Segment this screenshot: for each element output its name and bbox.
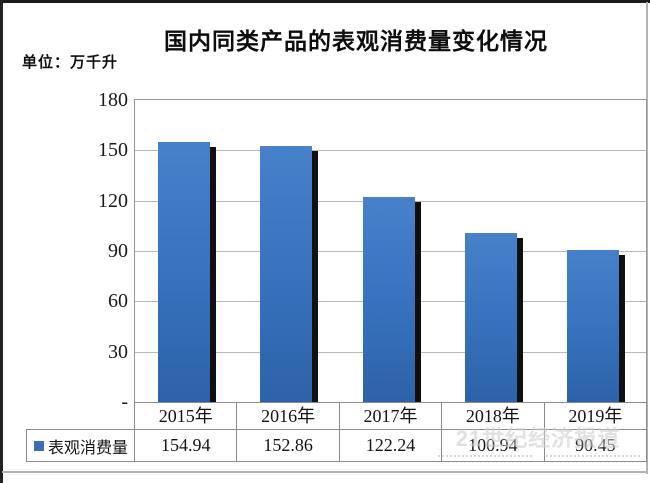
frame-bottom-border — [2, 471, 648, 473]
year-cell: 2019年 — [543, 403, 646, 429]
value-cell: 154.94 — [160, 435, 211, 455]
frame-right-border — [646, 2, 648, 474]
frame-left-border — [0, 0, 3, 483]
gridline — [135, 150, 646, 151]
y-tick-label: 90 — [108, 240, 128, 262]
chart-title: 国内同类产品的表观消费量变化情况 — [164, 28, 548, 54]
legend-series-label: 表观消费量 — [47, 439, 128, 457]
year-cell: 2015年 — [158, 406, 213, 426]
year-cell: 2016年 — [236, 403, 338, 429]
unit-label: 单位：万千升 — [22, 54, 119, 71]
y-tick-label: 30 — [108, 341, 128, 363]
year-cell: 2018年 — [441, 403, 543, 429]
legend-cell: 表观消费量 — [26, 429, 135, 462]
bar-shadow — [415, 202, 421, 402]
x-axis-year-row: 2015年 2016年 2017年 2018年 2019年 — [134, 402, 647, 430]
bar-shadow — [312, 151, 318, 402]
bar-shadow — [517, 238, 523, 402]
value-cell: 100.94 — [441, 430, 543, 461]
value-cell: 122.24 — [338, 430, 441, 461]
bar-shadow — [619, 255, 625, 402]
bar-2017年 — [363, 197, 415, 402]
bar-2018年 — [465, 233, 517, 402]
bar-2019年 — [567, 250, 619, 402]
year-cell: 2017年 — [338, 403, 441, 429]
legend-color-swatch-icon — [33, 440, 44, 451]
bar-shadow — [210, 147, 216, 402]
frame-top-border — [0, 0, 650, 3]
plot-area — [134, 99, 647, 403]
value-cell: 152.86 — [236, 430, 338, 461]
data-value-row: 154.94 152.86 122.24 100.94 90.45 — [134, 429, 647, 462]
value-cell: 90.45 — [543, 430, 646, 461]
y-tick-label: 150 — [98, 139, 128, 161]
y-axis-labels: 180 150 120 90 60 30 - — [55, 0, 128, 420]
bar-2015年 — [158, 142, 210, 402]
bar-2016年 — [260, 146, 312, 402]
y-tick-label: 60 — [108, 290, 128, 312]
y-tick-label: 120 — [98, 190, 128, 212]
y-tick-label: 180 — [98, 89, 128, 111]
y-tick-label: - — [121, 391, 128, 413]
